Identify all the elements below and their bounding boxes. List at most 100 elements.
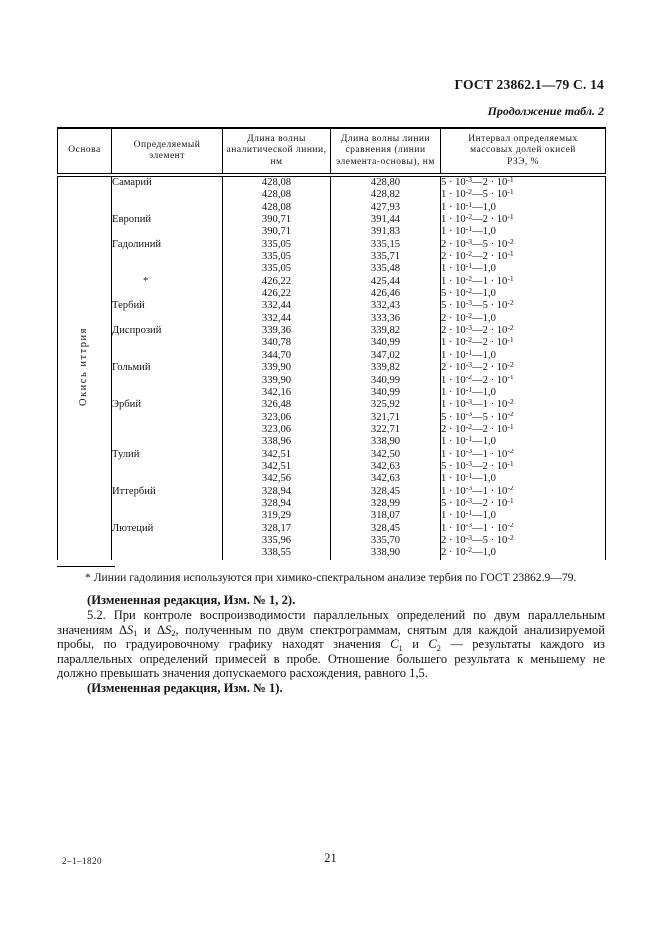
- footnote-text: * Линии гадолиния используются при химик…: [85, 571, 577, 584]
- table-row: 323,06 321,71 5 · 10-3—5 · 10-2: [58, 411, 606, 424]
- col-header-element: Определяемый элемент: [111, 127, 223, 177]
- analytical-wavelength-cell: 326,48: [222, 399, 331, 412]
- comparison-wavelength-cell: 335,48: [330, 263, 441, 276]
- analytical-wavelength-cell: 390,71: [222, 226, 331, 239]
- analytical-wavelength-cell: 342,51: [222, 448, 331, 461]
- comparison-wavelength-cell: 426,46: [330, 288, 441, 301]
- analytical-wavelength-cell: 339,36: [222, 325, 331, 338]
- analytical-wavelength-cell: 335,96: [222, 534, 331, 548]
- table-row: 342,16 340,99 1 · 10-1—1,0: [58, 386, 606, 400]
- element-cell: [111, 189, 223, 202]
- comparison-wavelength-cell: 325,92: [330, 399, 441, 412]
- imprint-code: 2–1–1820: [62, 856, 102, 866]
- interval-cell: 2 · 10-3—5 · 10-2: [440, 534, 606, 548]
- element-cell: [111, 288, 223, 301]
- table-row: Гольмий 339,90 339,82 2 · 10-3—2 · 10-2: [58, 362, 606, 375]
- table-row: 344,70 347,02 1 · 10-1—1,0: [58, 349, 606, 363]
- amendment-note-2: (Измененная редакция, Изм. № 1).: [87, 681, 283, 695]
- comparison-wavelength-cell: 340,99: [330, 337, 441, 350]
- interval-cell: 1 · 10-3—1 · 10-2: [440, 485, 606, 498]
- element-cell: [111, 411, 223, 424]
- table-row: 342,56 342,63 1 · 10-1—1,0: [58, 473, 606, 486]
- analytical-wavelength-cell: 339,90: [222, 374, 331, 387]
- col-header-analytical-wavelength: Длина волны аналитической линии, нм: [222, 127, 331, 177]
- comparison-wavelength-cell: 427,93: [330, 201, 441, 215]
- analytical-wavelength-cell: 426,22: [222, 275, 331, 289]
- table-row: Лютеций 328,17 328,45 1 · 10-3—1 · 10-2: [58, 522, 606, 535]
- basis-label: Окись иттрия: [78, 326, 90, 406]
- analytical-wavelength-cell: 338,55: [222, 547, 331, 560]
- element-cell: Иттербий: [111, 485, 223, 498]
- table-body: Окись иттрия Самарий 428,08 428,80 5 · 10-3—…: [57, 175, 606, 560]
- comparison-wavelength-cell: 428,82: [330, 189, 441, 202]
- interval-cell: 1 · 10-2—1 · 10-1: [440, 275, 606, 289]
- comparison-wavelength-cell: 335,71: [330, 251, 441, 264]
- analytical-wavelength-cell: 332,44: [222, 312, 331, 326]
- element-cell: [111, 436, 223, 449]
- comparison-wavelength-cell: 335,15: [330, 238, 441, 252]
- amendment-note-1: (Измененная редакция, Изм. № 1, 2).: [87, 593, 296, 607]
- table-row: Тербий 332,44 332,43 5 · 10-3—5 · 10-2: [58, 300, 606, 313]
- element-cell: Эрбий: [111, 399, 223, 412]
- interval-cell: 2 · 10-3—2 · 10-2: [440, 362, 606, 375]
- table-row: Эрбий 326,48 325,92 1 · 10-3—1 · 10-2: [58, 399, 606, 412]
- analytical-wavelength-cell: 328,94: [222, 497, 331, 511]
- table-row: 335,05 335,48 1 · 10-1—1,0: [58, 263, 606, 276]
- interval-cell: 2 · 10-2—2 · 10-1: [440, 423, 606, 437]
- interval-cell: 5 · 10-3—5 · 10-2: [440, 411, 606, 424]
- table-row: 319,29 318,07 1 · 10-1—1,0: [58, 510, 606, 523]
- analytical-wavelength-cell: 344,70: [222, 349, 331, 363]
- table-continuation-caption: Продолжение табл. 2: [487, 104, 604, 118]
- interval-cell: 1 · 10-1—1,0: [440, 510, 606, 523]
- interval-cell: 1 · 10-1—1,0: [440, 263, 606, 276]
- comparison-wavelength-cell: 391,83: [330, 226, 441, 239]
- element-cell: Самарий: [111, 175, 223, 190]
- analytical-wavelength-cell: 342,56: [222, 473, 331, 486]
- page-number: 21: [324, 851, 337, 865]
- table-row: 390,71 391,83 1 · 10-1—1,0: [58, 226, 606, 239]
- element-cell: [111, 312, 223, 326]
- interval-cell: 2 · 10-3—5 · 10-2: [440, 238, 606, 252]
- analytical-wavelength-cell: 342,16: [222, 386, 331, 400]
- comparison-wavelength-cell: 318,07: [330, 510, 441, 523]
- table-row: 428,08 428,82 1 · 10-2—5 · 10-1: [58, 189, 606, 202]
- table-row: 428,08 427,93 1 · 10-1—1,0: [58, 201, 606, 215]
- comparison-wavelength-cell: 321,71: [330, 411, 441, 424]
- comparison-wavelength-cell: 338,90: [330, 547, 441, 560]
- comparison-wavelength-cell: 335,70: [330, 534, 441, 548]
- comparison-wavelength-cell: 322,71: [330, 423, 441, 437]
- element-cell: [111, 386, 223, 400]
- interval-cell: 1 · 10-1—1,0: [440, 436, 606, 449]
- table-row: Европий 390,71 391,44 1 · 10-2—2 · 10-1: [58, 214, 606, 227]
- analytical-wavelength-cell: 342,51: [222, 460, 331, 474]
- element-cell: [111, 460, 223, 474]
- interval-cell: 1 · 10-1—1,0: [440, 226, 606, 239]
- element-cell: [111, 226, 223, 239]
- comparison-wavelength-cell: 339,82: [330, 325, 441, 338]
- element-cell: [111, 349, 223, 363]
- element-cell: Тербий: [111, 300, 223, 313]
- element-cell: [111, 374, 223, 387]
- table-row: 339,90 340,99 1 · 10-2—2 · 10-1: [58, 374, 606, 387]
- table-row: 342,51 342,63 5 · 10-3—2 · 10-1: [58, 460, 606, 474]
- table-row: 335,05 335,71 2 · 10-2—2 · 10-1: [58, 251, 606, 264]
- table-header-row: Основа Определяемый элемент Длина волны …: [57, 127, 606, 177]
- element-cell: [111, 497, 223, 511]
- comparison-wavelength-cell: 333,36: [330, 312, 441, 326]
- comparison-wavelength-cell: 342,50: [330, 448, 441, 461]
- interval-cell: 1 · 10-2—2 · 10-1: [440, 374, 606, 387]
- comparison-wavelength-cell: 340,99: [330, 386, 441, 400]
- analytical-wavelength-cell: 339,90: [222, 362, 331, 375]
- element-cell: [111, 534, 223, 548]
- comparison-wavelength-cell: 338,90: [330, 436, 441, 449]
- standard-reference: ГОСТ 23862.1—79 С. 14: [454, 77, 604, 92]
- analytical-wavelength-cell: 340,78: [222, 337, 331, 350]
- interval-cell: 1 · 10-3—1 · 10-2: [440, 522, 606, 535]
- element-cell: [111, 263, 223, 276]
- comparison-wavelength-cell: 339,82: [330, 362, 441, 375]
- element-cell: Диспрозий: [111, 325, 223, 338]
- comparison-wavelength-cell: 340,99: [330, 374, 441, 387]
- table-row: 328,94 328,99 5 · 10-3—2 · 10-1: [58, 497, 606, 511]
- analytical-wavelength-cell: 426,22: [222, 288, 331, 301]
